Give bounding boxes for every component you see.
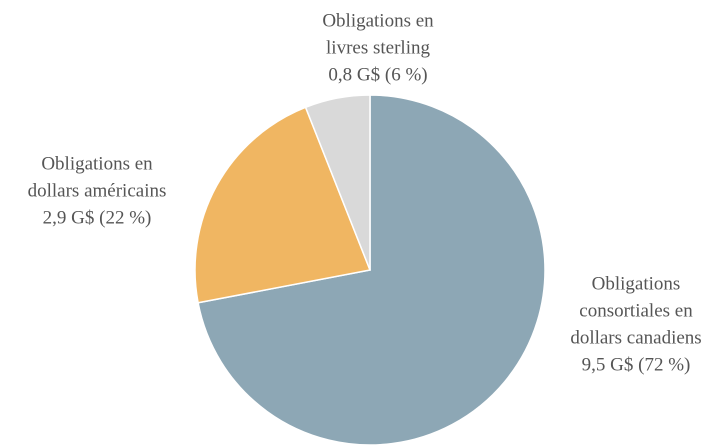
slice-label: livres sterling [326, 37, 430, 58]
pie-slice [194, 106, 372, 304]
value-label: 9,5 G$ (72 %) [582, 354, 691, 375]
value-label: 2,9 G$ (22 %) [43, 207, 152, 228]
pie-slice [197, 94, 546, 445]
slice-label: dollars canadiens [570, 327, 701, 348]
pie-slice [304, 94, 371, 271]
slice-label: Obligations [592, 273, 681, 294]
slice-label: consortiales en [579, 300, 693, 321]
slice-label: Obligations en [41, 153, 153, 174]
slice-label: Obligations en [322, 10, 434, 31]
slice-label: dollars américains [28, 180, 167, 201]
value-label: 0,8 G$ (6 %) [328, 64, 427, 85]
